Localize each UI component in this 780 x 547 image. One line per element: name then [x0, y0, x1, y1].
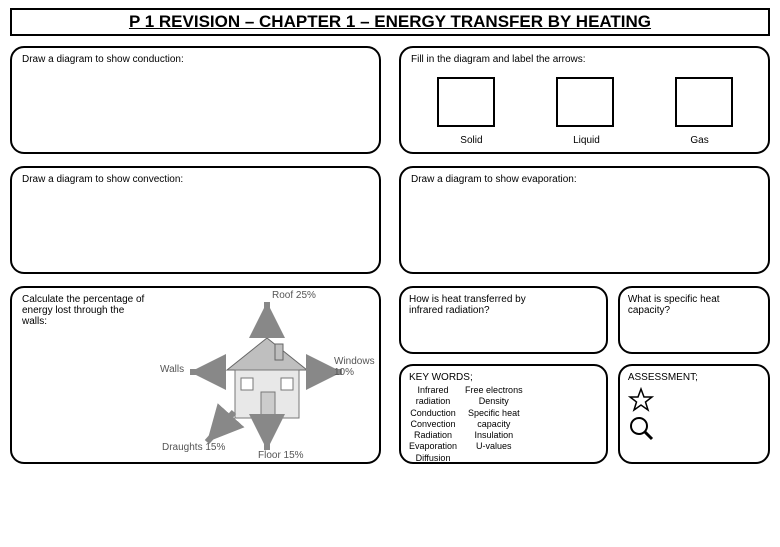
- label-floor: Floor 15%: [258, 450, 304, 461]
- square-liquid: [556, 77, 614, 127]
- prompt-infrared: How is heat transferred by infrared radi…: [409, 294, 549, 316]
- label-walls-txt: Walls: [160, 364, 184, 375]
- house-diagram: Roof 25% Windows 10% Walls Draughts 15% …: [162, 292, 372, 462]
- square-gas: [675, 77, 733, 127]
- square-solid: [437, 77, 495, 127]
- box-walls-calc: Calculate the percentage of energy lost …: [10, 286, 381, 464]
- right-bottom-group: How is heat transferred by infrared radi…: [399, 286, 770, 464]
- magnifier-icon: [628, 415, 654, 441]
- label-liquid: Liquid: [573, 135, 600, 146]
- worksheet-grid: Draw a diagram to show conduction: Fill …: [10, 46, 770, 464]
- box-evaporation: Draw a diagram to show evaporation:: [399, 166, 770, 274]
- prompt-convection: Draw a diagram to show convection:: [22, 174, 183, 185]
- assessment-title: ASSESSMENT;: [628, 372, 760, 383]
- prompt-fill-diagram: Fill in the diagram and label the arrows…: [411, 54, 586, 65]
- state-labels: Solid Liquid Gas: [411, 135, 758, 146]
- prompt-specific: What is specific heat capacity?: [628, 294, 760, 316]
- prompt-conduction: Draw a diagram to show conduction:: [22, 54, 184, 65]
- keywords-col2: Free electronsDensitySpecific heatcapaci…: [465, 385, 523, 464]
- box-convection: Draw a diagram to show convection:: [10, 166, 381, 274]
- star-icon: [628, 387, 654, 413]
- prompt-evaporation: Draw a diagram to show evaporation:: [411, 174, 577, 185]
- box-infrared: How is heat transferred by infrared radi…: [399, 286, 608, 354]
- prompt-walls: Calculate the percentage of energy lost …: [22, 294, 152, 327]
- label-roof: Roof 25%: [272, 290, 316, 301]
- box-fill-diagram: Fill in the diagram and label the arrows…: [399, 46, 770, 154]
- box-keywords: KEY WORDS; InfraredradiationConductionCo…: [399, 364, 608, 464]
- keywords-col1: InfraredradiationConductionConvectionRad…: [409, 385, 457, 464]
- label-draughts: Draughts 15%: [162, 442, 225, 453]
- box-conduction: Draw a diagram to show conduction:: [10, 46, 381, 154]
- page-title: P 1 REVISION – CHAPTER 1 – ENERGY TRANSF…: [10, 8, 770, 36]
- keywords-title: KEY WORDS;: [409, 372, 598, 383]
- label-solid: Solid: [460, 135, 482, 146]
- label-windows: Windows 10%: [334, 356, 375, 378]
- box-specific-heat: What is specific heat capacity?: [618, 286, 770, 354]
- label-gas: Gas: [690, 135, 708, 146]
- state-squares: [411, 77, 758, 127]
- box-assessment: ASSESSMENT;: [618, 364, 770, 464]
